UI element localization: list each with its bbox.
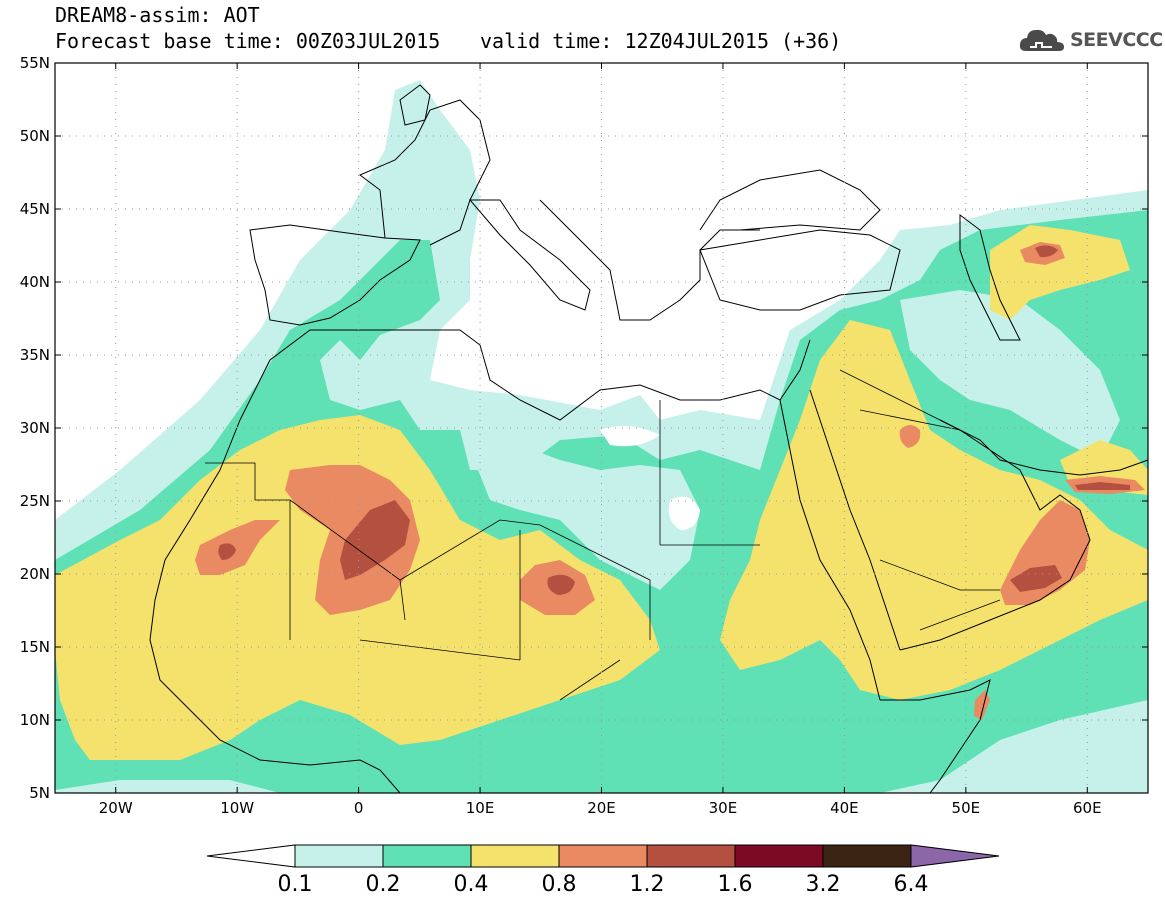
colorbar-label: 1.6 bbox=[718, 872, 753, 897]
colorbar-segment bbox=[471, 845, 559, 867]
lat-tick-label: 50N bbox=[20, 127, 50, 145]
lat-tick-label: 40N bbox=[20, 273, 50, 291]
colorbar-label: 0.4 bbox=[454, 872, 489, 897]
colorbar-label: 3.2 bbox=[806, 872, 841, 897]
lat-tick-label: 45N bbox=[20, 200, 50, 218]
lon-tick-label: 0 bbox=[354, 799, 364, 817]
colorbar-label: 0.1 bbox=[278, 872, 313, 897]
colorbar-under-triangle bbox=[207, 845, 295, 867]
colorbar-segment bbox=[559, 845, 647, 867]
colorbar-label: 0.2 bbox=[366, 872, 401, 897]
lon-tick-label: 50E bbox=[952, 799, 981, 817]
colorbar-over-triangle bbox=[911, 845, 999, 867]
lat-tick-label: 5N bbox=[29, 784, 50, 802]
colorbar-segment bbox=[383, 845, 471, 867]
colorbar-label: 6.4 bbox=[894, 872, 929, 897]
lat-tick-label: 10N bbox=[20, 711, 50, 729]
lat-tick-label: 35N bbox=[20, 346, 50, 364]
lon-tick-label: 40E bbox=[830, 799, 859, 817]
lat-tick-label: 15N bbox=[20, 638, 50, 656]
colorbar-segment bbox=[823, 845, 911, 867]
colorbar-segment bbox=[295, 845, 383, 867]
lat-tick-label: 25N bbox=[20, 492, 50, 510]
lon-tick-label: 30E bbox=[709, 799, 738, 817]
colorbar-segment bbox=[647, 845, 735, 867]
lon-tick-label: 20W bbox=[99, 799, 133, 817]
colorbar: 0.1 0.2 0.4 0.8 1.2 1.6 3.2 6.4 bbox=[207, 845, 999, 897]
lat-tick-label: 55N bbox=[20, 54, 50, 72]
colorbar-label: 1.2 bbox=[630, 872, 665, 897]
lon-tick-label: 20E bbox=[587, 799, 616, 817]
map-canvas: 55N 50N 45N 40N 35N 30N 25N 20N 15N 10N 5N 20W 10W 0 1… bbox=[0, 0, 1165, 905]
colorbar-label: 0.8 bbox=[542, 872, 577, 897]
colorbar-segment bbox=[735, 845, 823, 867]
lat-tick-label: 30N bbox=[20, 419, 50, 437]
lon-tick-label: 10W bbox=[220, 799, 254, 817]
lon-tick-label: 10E bbox=[466, 799, 495, 817]
lon-tick-label: 60E bbox=[1073, 799, 1102, 817]
lat-tick-label: 20N bbox=[20, 565, 50, 583]
